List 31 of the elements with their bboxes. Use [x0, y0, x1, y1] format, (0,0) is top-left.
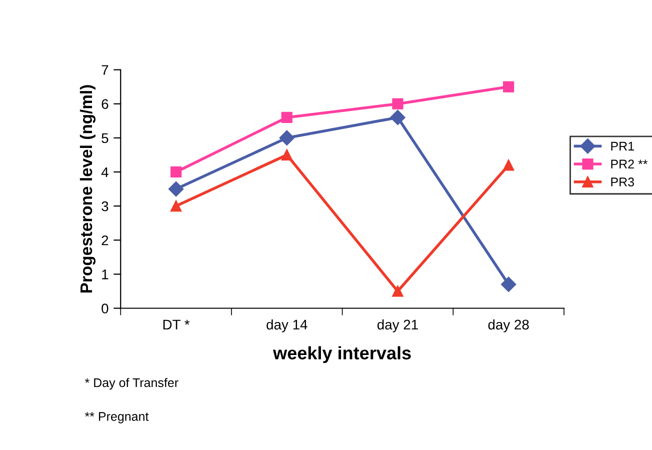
- point: [392, 286, 404, 297]
- point: [503, 81, 514, 92]
- point: [170, 166, 182, 178]
- y-tick-label: 6: [102, 99, 108, 109]
- point: [279, 130, 294, 146]
- point: [503, 160, 514, 171]
- y-axis-title: Progesterone level (ng/ml): [80, 85, 96, 293]
- point: [392, 98, 404, 110]
- point: [500, 276, 516, 292]
- point: [281, 112, 292, 124]
- y-tick-label: 2: [102, 235, 108, 246]
- legend-label: PR2 **: [611, 160, 648, 168]
- point: [168, 181, 184, 197]
- x-tick-label: day 28: [488, 319, 529, 332]
- y-tick-label: 5: [102, 133, 108, 144]
- y-tick-label: 0: [102, 304, 108, 314]
- legend-label: PR1: [611, 142, 634, 150]
- point: [390, 110, 406, 126]
- point: [281, 149, 292, 160]
- x-tick-label: DT *: [163, 320, 190, 330]
- text: ** Pregnant: [84, 412, 149, 424]
- text: * Day of Transfer: [84, 378, 178, 390]
- x-axis-title: weekly intervals: [272, 346, 411, 364]
- y-tick-label: 7: [102, 65, 108, 75]
- y-tick-label: 4: [101, 167, 108, 177]
- x-tick-label: day 14: [266, 319, 308, 332]
- legend-label: PR3: [611, 178, 634, 186]
- x-tick-label: day 21: [377, 319, 418, 332]
- y-tick-label: 3: [102, 201, 108, 212]
- point: [170, 200, 182, 212]
- y-tick-label: 1: [102, 270, 108, 280]
